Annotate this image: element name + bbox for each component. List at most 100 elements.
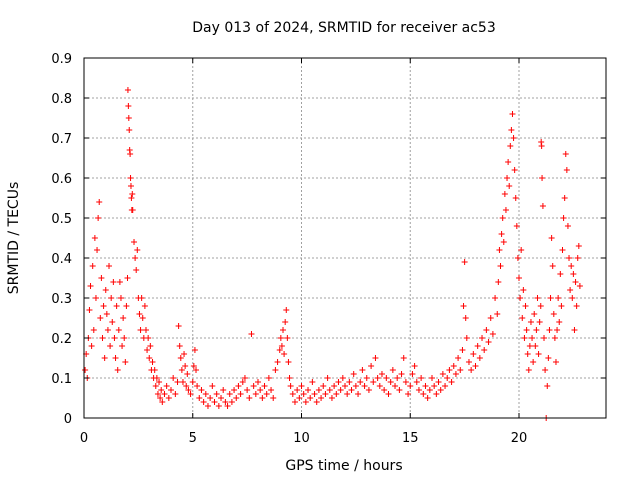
data-point (514, 255, 521, 261)
data-point (115, 327, 122, 333)
data-point (307, 395, 314, 401)
data-point (125, 115, 132, 121)
data-point (500, 239, 507, 245)
data-point (202, 391, 209, 397)
data-point (344, 391, 351, 397)
data-point (224, 403, 231, 409)
data-point (398, 371, 405, 377)
data-point (342, 383, 348, 389)
data-point (337, 387, 344, 393)
data-point (154, 391, 161, 397)
data-point (437, 387, 444, 393)
data-point (151, 367, 158, 373)
data-point (463, 335, 470, 341)
data-point (152, 383, 159, 389)
data-point (538, 143, 545, 149)
data-point (460, 303, 467, 309)
data-point (411, 363, 418, 369)
data-point (559, 247, 566, 253)
data-point (462, 315, 469, 321)
data-point (127, 175, 134, 181)
data-point (261, 383, 268, 389)
data-point (265, 375, 272, 381)
grid-lines (84, 58, 606, 418)
data-point (465, 359, 472, 365)
data-point (363, 375, 370, 381)
data-point (126, 127, 133, 133)
data-point (570, 271, 577, 277)
data-point (120, 315, 127, 321)
data-point (426, 387, 433, 393)
data-point (474, 343, 481, 349)
data-point (481, 347, 488, 353)
data-point (174, 379, 181, 385)
data-point (132, 255, 139, 261)
x-tick-label: 15 (402, 431, 419, 446)
y-tick-label: 0.5 (51, 212, 72, 227)
data-point (508, 127, 515, 133)
data-point (457, 367, 464, 373)
data-point (147, 343, 154, 349)
data-point (91, 235, 98, 241)
x-tick-labels: 0 5 10 15 20 (80, 431, 527, 446)
data-point (244, 387, 251, 393)
data-point (509, 111, 516, 117)
data-point (489, 331, 496, 337)
y-tick-label: 0 (64, 412, 72, 427)
data-point (100, 303, 107, 309)
data-point (502, 207, 509, 213)
data-point (108, 295, 115, 301)
data-point (237, 391, 244, 397)
data-point (415, 387, 422, 393)
data-point (134, 247, 141, 253)
data-point (286, 375, 293, 381)
data-point (376, 383, 383, 389)
data-point (222, 399, 229, 405)
data-point (138, 295, 145, 301)
data-point (506, 183, 513, 189)
data-point (272, 367, 279, 373)
data-point (96, 199, 103, 205)
data-point (144, 347, 151, 353)
data-point (413, 379, 420, 385)
data-point (124, 275, 131, 281)
data-point (529, 335, 536, 341)
data-point (86, 307, 93, 313)
data-point (535, 351, 542, 357)
data-point (139, 315, 146, 321)
data-point (497, 263, 504, 269)
data-point (277, 335, 284, 341)
data-point (172, 391, 179, 397)
data-point (282, 319, 289, 325)
data-point (294, 387, 301, 393)
data-point (125, 103, 132, 109)
data-point (511, 167, 518, 173)
data-point (182, 363, 189, 369)
data-point (305, 387, 312, 393)
data-point (111, 335, 118, 341)
data-point (153, 375, 160, 381)
data-point (128, 195, 135, 201)
data-point (409, 371, 416, 377)
data-point (405, 391, 412, 397)
data-point (433, 391, 440, 397)
data-point (530, 359, 537, 365)
data-point (313, 399, 320, 405)
data-point (257, 387, 264, 393)
data-point (185, 387, 192, 393)
data-point (320, 383, 327, 389)
chart-title: Day 013 of 2024, SRMTID for receiver ac5… (192, 20, 496, 36)
data-point (302, 399, 309, 405)
data-point (287, 383, 294, 389)
data-point (183, 383, 190, 389)
data-point (452, 371, 459, 377)
data-point (165, 395, 172, 401)
data-point (534, 295, 541, 301)
data-point (331, 383, 338, 389)
data-point (459, 347, 466, 353)
data-point (318, 395, 325, 401)
data-point (252, 391, 259, 397)
data-point (285, 359, 292, 365)
data-point (90, 327, 97, 333)
data-point (350, 371, 357, 377)
